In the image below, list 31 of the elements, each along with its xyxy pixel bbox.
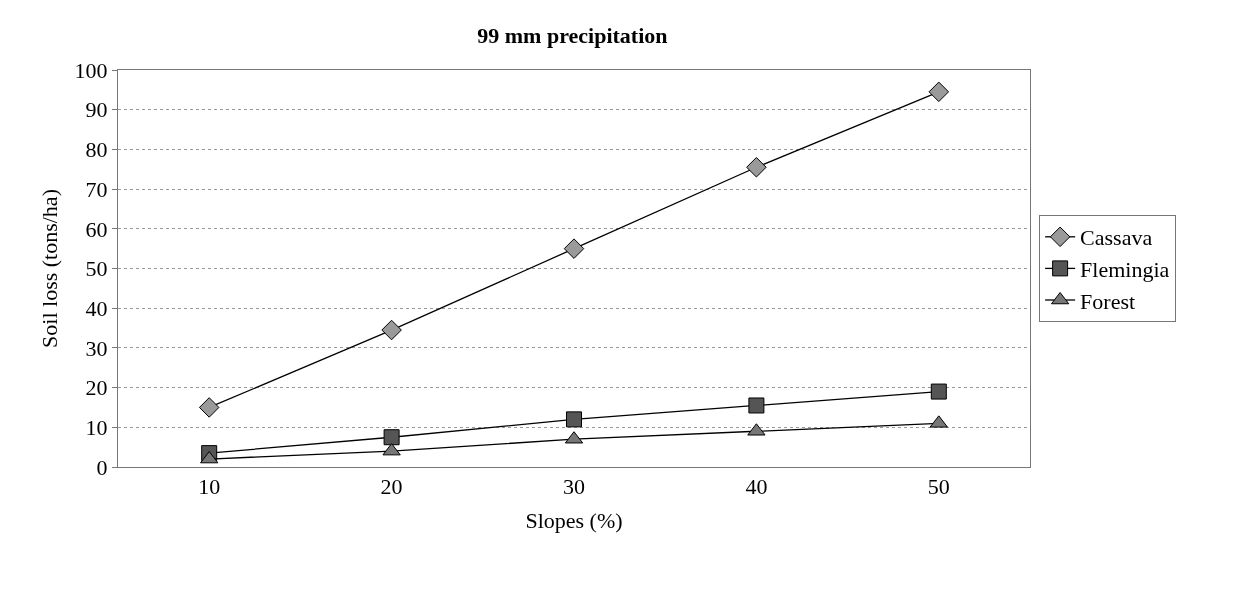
x-tick-label: 50 <box>927 474 950 500</box>
x-tick-label: 10 <box>198 474 221 500</box>
y-tick-label: 0 <box>96 454 108 480</box>
point <box>930 383 947 400</box>
x-tick-label: 20 <box>380 474 403 500</box>
point <box>563 238 585 259</box>
point <box>746 157 767 178</box>
x-axis-title: Slopes (%) <box>525 508 623 534</box>
y-tick-label: 50 <box>85 256 108 282</box>
x-tick-label: 40 <box>745 474 768 500</box>
y-tick-label: 90 <box>85 97 108 123</box>
point <box>748 397 765 414</box>
y-tick-label: 10 <box>85 415 108 440</box>
point <box>198 397 220 418</box>
y-tick-label: 40 <box>85 295 108 321</box>
y-axis-title: Soil loss (tons/ha) <box>37 189 63 348</box>
point <box>381 319 402 341</box>
chart-title: 99 mm precipitation <box>477 22 668 48</box>
y-tick-label: 30 <box>85 335 108 361</box>
legend-label: Cassava <box>1080 225 1153 251</box>
y-tick-label: 80 <box>85 137 108 163</box>
y-tick-label: 100 <box>74 57 108 83</box>
point <box>928 81 950 103</box>
y-tick-label: 60 <box>85 216 108 242</box>
x-tick-label: 30 <box>563 474 585 500</box>
point <box>383 429 400 446</box>
legend-label: Forest <box>1080 288 1136 314</box>
point <box>566 411 582 428</box>
y-tick-label: 70 <box>85 176 108 202</box>
y-tick-label: 20 <box>85 375 108 401</box>
legend-label: Flemingia <box>1080 256 1170 282</box>
